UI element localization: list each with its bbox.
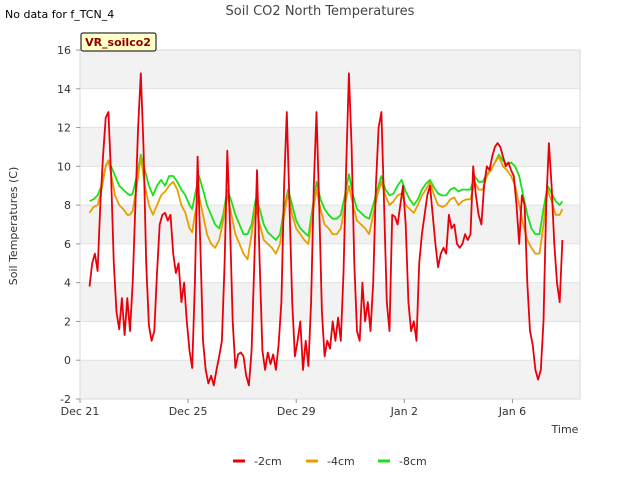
grid-band xyxy=(80,360,580,399)
grid-band xyxy=(80,243,580,283)
x-tick-label: Dec 29 xyxy=(277,405,316,418)
y-tick-label: 8 xyxy=(64,199,71,212)
series-line-8cm xyxy=(89,153,564,241)
x-axis-label: Time xyxy=(551,423,579,436)
site-label-background xyxy=(80,32,157,52)
legend-label: -8cm xyxy=(399,455,427,468)
y-tick-label: 2 xyxy=(64,315,71,328)
y-axis-ticks: -2 0 2 4 6 8 10 12 14 16 xyxy=(57,44,80,406)
y-tick-label: 4 xyxy=(64,277,71,290)
legend-label: -4cm xyxy=(327,455,355,468)
y-tick-label: 6 xyxy=(64,238,71,251)
y-tick-label: 14 xyxy=(57,83,71,96)
y-axis-label: Soil Temperatures (C) xyxy=(7,167,20,286)
y-tick-label: 10 xyxy=(57,160,71,173)
y-tick-label: 16 xyxy=(57,44,71,57)
plot-frame xyxy=(79,49,581,400)
x-tick-label: Dec 21 xyxy=(61,405,100,418)
y-tick-label: 12 xyxy=(57,122,71,135)
no-data-notice: No data for f_TCN_4 xyxy=(5,8,114,21)
grid-band xyxy=(80,205,580,244)
series-layer xyxy=(88,72,564,387)
x-tick-label: Jan 2 xyxy=(390,405,418,418)
legend: -2cm -4cm -8cm xyxy=(233,455,427,468)
grid-bands xyxy=(80,49,580,400)
grid-band xyxy=(80,88,580,128)
site-label-box: VR_soilco2 xyxy=(80,32,157,52)
grid-band xyxy=(80,50,580,89)
x-axis-ticks: Dec 21 Dec 25 Dec 29 Jan 2 Jan 6 xyxy=(61,399,526,418)
site-label: VR_soilco2 xyxy=(85,36,151,49)
chart-title: Soil CO2 North Temperatures xyxy=(226,4,415,19)
y-tick-label: -2 xyxy=(60,393,71,406)
legend-label: -2cm xyxy=(254,455,282,468)
grid-band xyxy=(80,282,580,322)
x-tick-label: Dec 25 xyxy=(169,405,208,418)
series-line-2cm xyxy=(88,72,564,387)
grid-band xyxy=(80,166,580,206)
x-tick-label: Jan 6 xyxy=(498,405,526,418)
y-tick-label: 0 xyxy=(64,354,71,367)
